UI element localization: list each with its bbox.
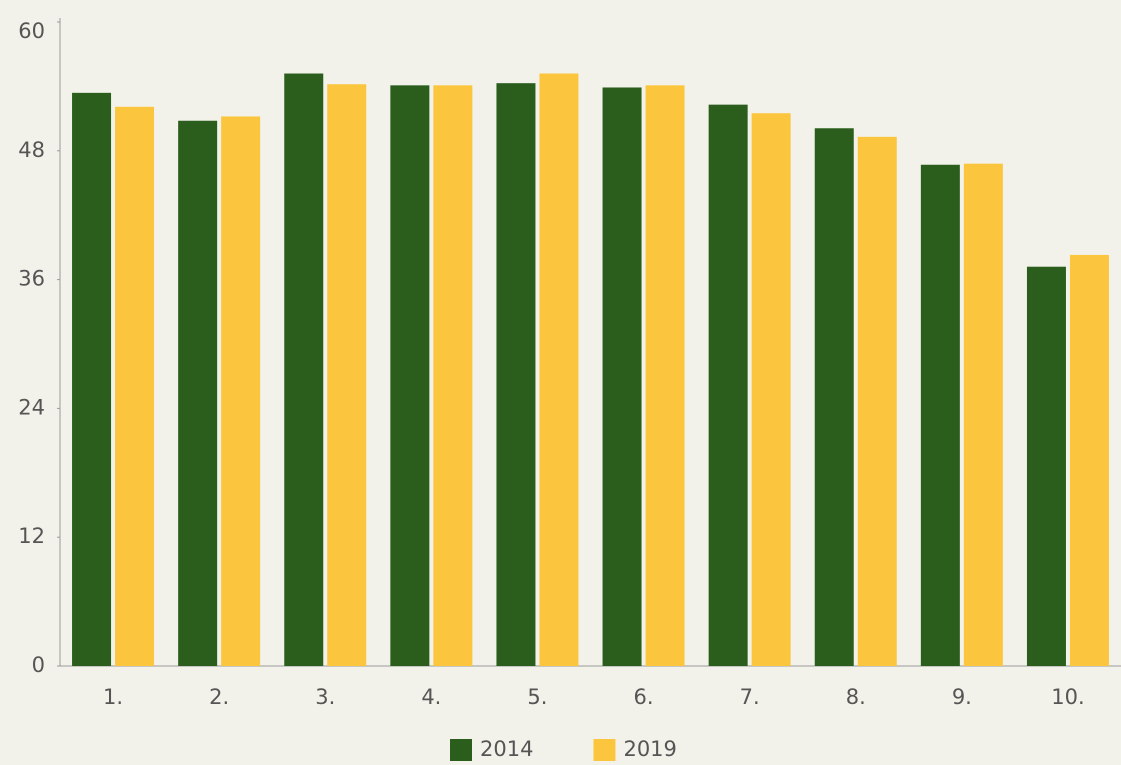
bar [857, 136, 897, 666]
bar [645, 85, 685, 667]
y-tick-label: 60 [18, 19, 45, 43]
legend-label: 2014 [480, 737, 533, 761]
bar [751, 113, 791, 666]
x-tick-label: 8. [846, 685, 866, 709]
bar [221, 116, 261, 667]
bar [327, 84, 367, 666]
bar [708, 104, 748, 666]
x-tick-label: 2. [209, 685, 229, 709]
x-tick-label: 9. [952, 685, 972, 709]
bar [284, 73, 324, 666]
bar [1069, 254, 1109, 666]
legend-label: 2019 [623, 737, 676, 761]
bar [178, 120, 218, 667]
bar [72, 92, 112, 667]
x-tick-label: 10. [1051, 685, 1084, 709]
legend-swatch [593, 739, 616, 761]
x-tick-label: 4. [421, 685, 441, 709]
bar [920, 164, 960, 666]
bar [496, 83, 536, 667]
y-tick-label: 48 [18, 138, 45, 162]
bar [433, 85, 473, 667]
bar [963, 163, 1003, 666]
bar [602, 87, 642, 667]
y-tick-label: 24 [18, 395, 45, 419]
legend-swatch [450, 739, 472, 761]
bar [115, 106, 155, 666]
y-tick-label: 36 [18, 267, 45, 291]
bar [390, 85, 430, 667]
x-tick-label: 7. [740, 685, 760, 709]
x-tick-label: 3. [315, 685, 335, 709]
bar [539, 73, 579, 666]
bar [814, 128, 854, 666]
bar [1026, 266, 1066, 666]
x-tick-label: 6. [634, 685, 654, 709]
y-tick-label: 0 [32, 653, 45, 677]
y-tick-label: 12 [18, 524, 45, 548]
x-tick-label: 1. [103, 685, 123, 709]
x-tick-label: 5. [527, 685, 547, 709]
